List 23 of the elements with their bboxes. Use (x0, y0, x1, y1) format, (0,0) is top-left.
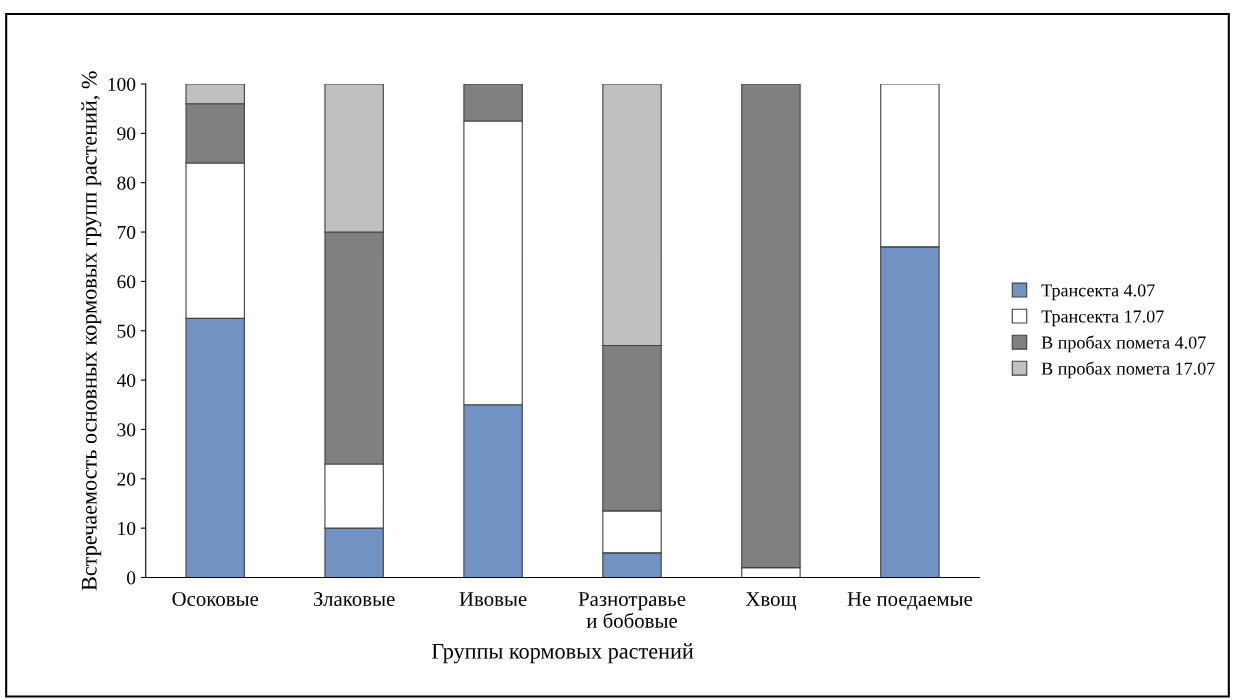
y-tick-label: 40 (116, 373, 136, 388)
y-tick-label: 100 (108, 77, 136, 91)
x-axis-title: Группы кормовых растений (431, 643, 694, 664)
y-tick-label: 0 (127, 571, 136, 585)
y-tick-label: 90 (117, 127, 136, 141)
y-tick-label: 60 (117, 275, 136, 289)
x-tick-label: Не поедаемые (847, 592, 973, 610)
y-tick-label: 50 (117, 324, 136, 338)
legend-label: Трансекта 17.07 (1041, 310, 1164, 327)
x-tick-label: Хвощ (745, 592, 797, 611)
y-tick-label: 30 (117, 423, 136, 437)
x-tick-label: Ивовые (459, 592, 527, 607)
y-tick-label: 80 (117, 176, 136, 190)
y-tick-label: 20 (117, 472, 136, 486)
legend-label: В пробах помета 4.07 (1041, 335, 1206, 353)
x-tick-label: Разнотравье и бобовые (578, 592, 686, 628)
legend-label: В пробах помета 17.07 (1041, 361, 1215, 379)
y-tick-label: 10 (118, 521, 136, 536)
y-tick-label: 70 (117, 225, 136, 239)
x-tick-label: Злаковые (313, 592, 395, 607)
y-axis-title: Встречаемость основных кормовых групп растений, % (81, 71, 102, 591)
x-tick-label: Осоковые (172, 592, 259, 607)
legend-label: Трансекта 4.07 (1041, 284, 1155, 301)
